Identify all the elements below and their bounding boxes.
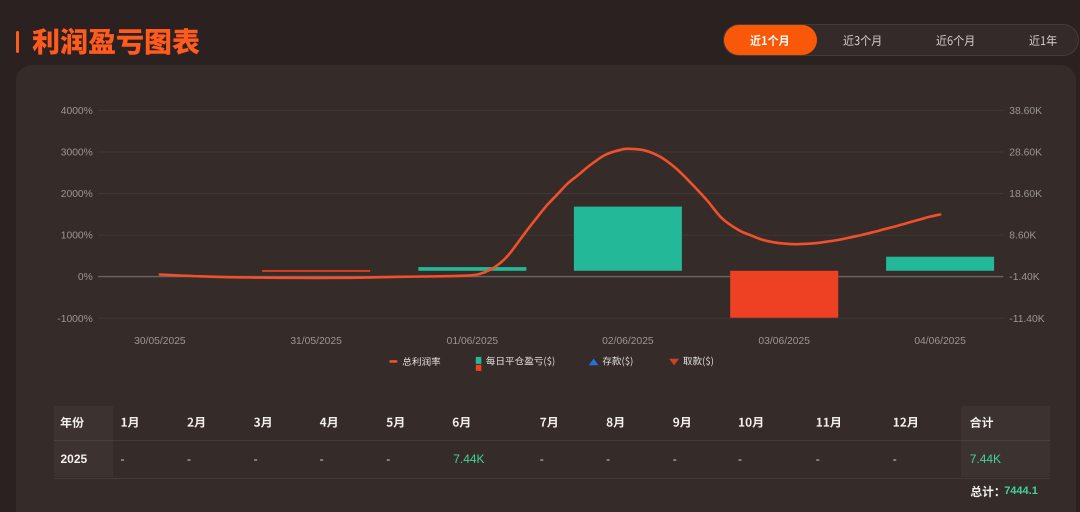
svg-text:4000%: 4000%: [61, 106, 93, 117]
svg-text:-1000%: -1000%: [57, 314, 93, 325]
svg-text:1000%: 1000%: [61, 231, 93, 242]
svg-text:3000%: 3000%: [61, 148, 93, 159]
svg-text:02/06/2025: 02/06/2025: [602, 336, 654, 347]
svg-text:0%: 0%: [78, 272, 93, 283]
svg-text:01/06/2025: 01/06/2025: [447, 336, 499, 347]
svg-text:2000%: 2000%: [61, 189, 93, 200]
svg-text:8.60K: 8.60K: [1009, 231, 1036, 242]
svg-text:30/05/2025: 30/05/2025: [134, 336, 186, 347]
svg-text:38.60K: 38.60K: [1009, 106, 1042, 117]
svg-text:28.60K: 28.60K: [1009, 148, 1042, 159]
svg-text:03/06/2025: 03/06/2025: [758, 336, 810, 347]
svg-text:18.60K: 18.60K: [1009, 189, 1042, 200]
svg-text:-1.40K: -1.40K: [1009, 272, 1039, 283]
svg-text:31/05/2025: 31/05/2025: [290, 336, 342, 347]
svg-text:-11.40K: -11.40K: [1009, 314, 1044, 325]
svg-text:04/06/2025: 04/06/2025: [914, 336, 966, 347]
